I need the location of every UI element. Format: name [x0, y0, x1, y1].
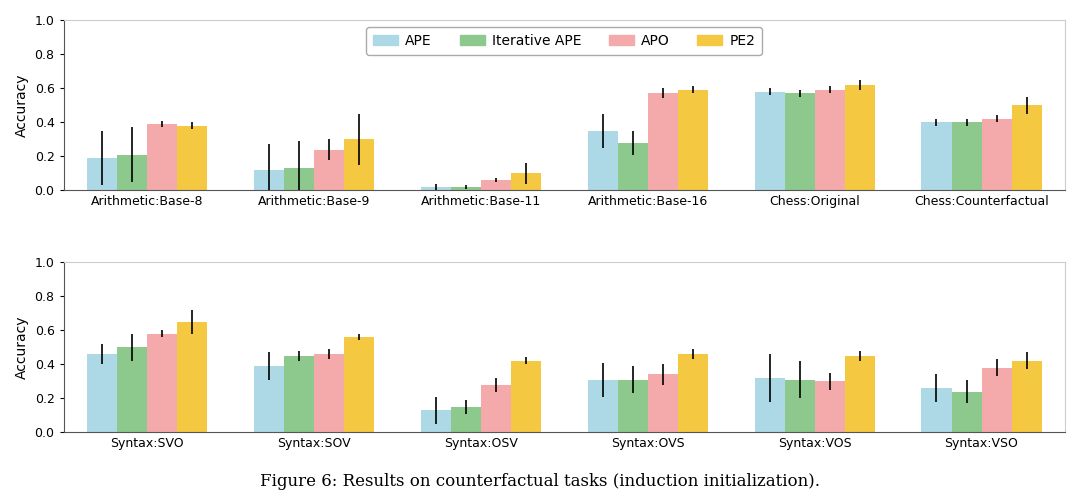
Bar	[845, 356, 875, 433]
Bar	[648, 93, 678, 191]
Bar	[1012, 361, 1041, 433]
Bar	[481, 385, 511, 433]
Bar	[814, 90, 845, 191]
Bar	[421, 187, 450, 191]
Bar	[343, 139, 374, 191]
Bar	[618, 380, 648, 433]
Bar	[845, 85, 875, 191]
Bar	[814, 381, 845, 433]
Bar	[618, 143, 648, 191]
Bar	[982, 368, 1012, 433]
Bar	[511, 173, 541, 191]
Bar	[314, 354, 343, 433]
Bar	[177, 126, 207, 191]
Bar	[254, 170, 284, 191]
Y-axis label: Accuracy: Accuracy	[15, 315, 29, 379]
Bar	[87, 158, 117, 191]
Bar	[755, 92, 784, 191]
Bar	[784, 380, 814, 433]
Bar	[755, 378, 784, 433]
Bar	[982, 119, 1012, 191]
Bar	[588, 131, 618, 191]
Bar	[921, 388, 951, 433]
Bar	[343, 337, 374, 433]
Bar	[784, 93, 814, 191]
Bar	[588, 380, 618, 433]
Bar	[284, 356, 314, 433]
Bar	[678, 354, 707, 433]
Bar	[314, 149, 343, 191]
Text: Figure 6: Results on counterfactual tasks (induction initialization).: Figure 6: Results on counterfactual task…	[260, 473, 820, 490]
Bar	[284, 168, 314, 191]
Bar	[450, 187, 481, 191]
Bar	[87, 354, 117, 433]
Bar	[511, 361, 541, 433]
Bar	[921, 122, 951, 191]
Bar	[1012, 105, 1041, 191]
Legend: APE, Iterative APE, APO, PE2: APE, Iterative APE, APO, PE2	[366, 27, 762, 55]
Bar	[951, 122, 982, 191]
Bar	[951, 392, 982, 433]
Y-axis label: Accuracy: Accuracy	[15, 73, 29, 137]
Bar	[450, 407, 481, 433]
Bar	[421, 410, 450, 433]
Bar	[678, 90, 707, 191]
Bar	[147, 334, 177, 433]
Bar	[481, 180, 511, 191]
Bar	[117, 154, 147, 191]
Bar	[147, 124, 177, 191]
Bar	[648, 375, 678, 433]
Bar	[177, 322, 207, 433]
Bar	[117, 347, 147, 433]
Bar	[254, 366, 284, 433]
